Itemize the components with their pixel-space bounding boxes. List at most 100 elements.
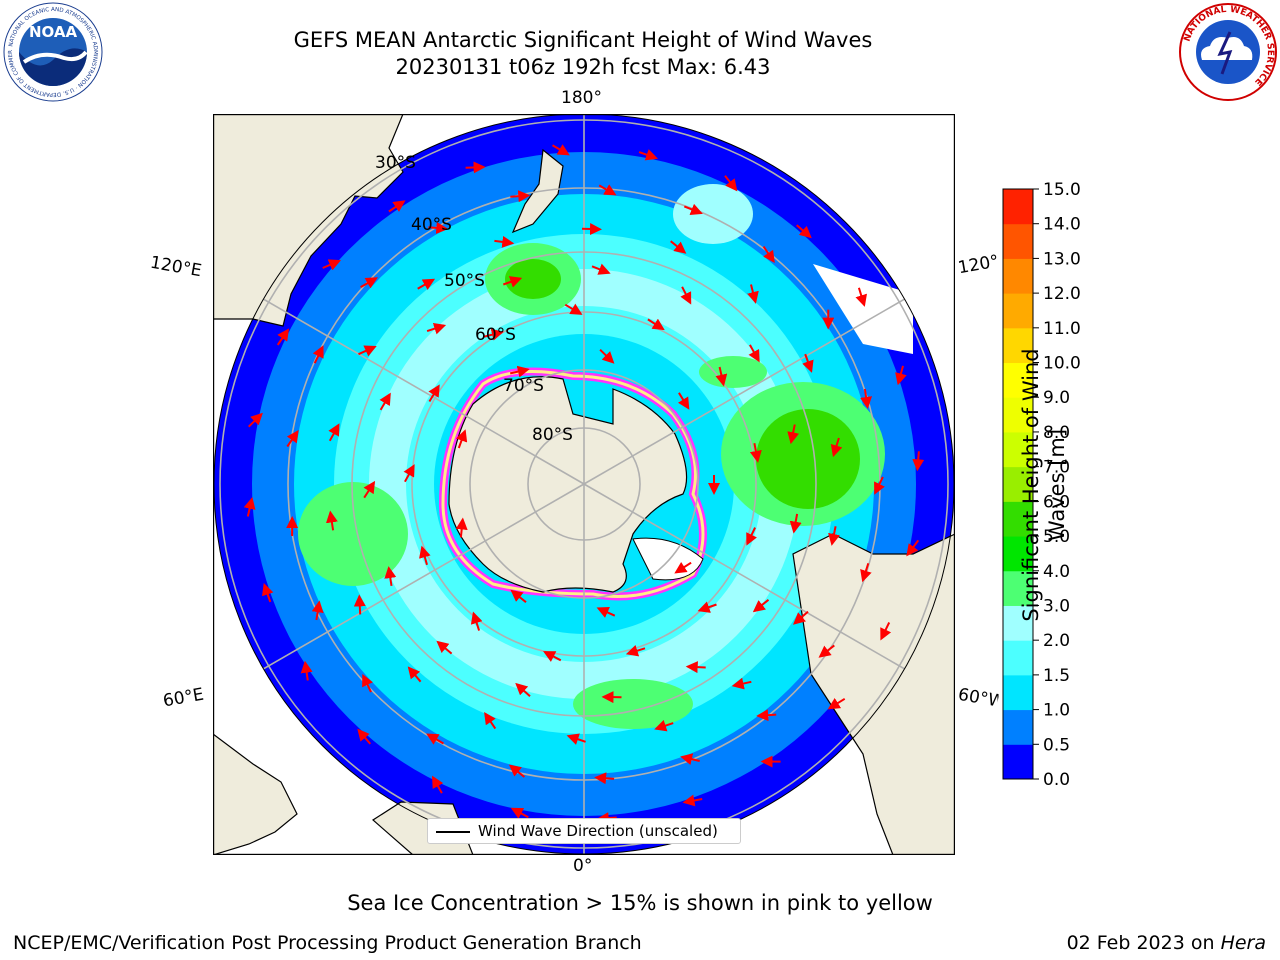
colorbar-swatch: [1003, 605, 1033, 641]
wind-wave-arrow: [407, 666, 422, 683]
wind-wave-arrow: [599, 348, 615, 364]
colorbar-swatch: [1003, 466, 1033, 502]
wind-wave-arrow: [543, 651, 562, 662]
wind-wave-arrow: [895, 365, 907, 386]
colorbar-label: Significant Height of Wind Waves [m]: [1019, 348, 1069, 622]
chart-title: GEFS MEAN Antarctic Significant Height o…: [293, 28, 873, 52]
colorbar-tick-label: 4.0: [1043, 562, 1070, 582]
wind-wave-arrow: [756, 709, 777, 722]
wind-wave-arrow: [363, 480, 376, 499]
wind-wave-arrow: [360, 277, 378, 289]
colorbar-tick-label: 0.0: [1043, 770, 1070, 790]
wind-wave-arrow: [912, 451, 925, 472]
wind-wave-arrow: [647, 318, 665, 331]
wind-wave-arrow: [300, 660, 313, 681]
wind-wave-arrow: [455, 429, 468, 449]
lat-label-50s: 50°S: [444, 271, 485, 291]
wind-wave-arrow: [311, 600, 324, 621]
wind-wave-arrow: [384, 566, 397, 587]
colorbar-tick-label: 7.0: [1043, 458, 1070, 478]
colorbar-swatch: [1003, 709, 1033, 745]
wind-wave-arrow: [682, 794, 703, 807]
wind-wave-arrow: [436, 640, 453, 655]
wind-wave-arrow: [591, 263, 611, 275]
lon-label-0: 0°: [573, 856, 593, 876]
colorbar-swatch: [1003, 501, 1033, 537]
wind-wave-arrow: [796, 224, 812, 239]
wind-wave-arrow: [697, 601, 717, 613]
colorbar-tick-label: 3.0: [1043, 596, 1070, 616]
wind-wave-arrow: [792, 610, 809, 625]
lon-label-120e: 120°E: [148, 252, 204, 282]
wind-wave-arrow: [762, 245, 775, 264]
wind-wave-arrow: [247, 412, 263, 428]
colorbar-tick-label: 6.0: [1043, 492, 1070, 512]
wind-wave-arrow: [322, 259, 342, 271]
wind-wave-arrow: [638, 149, 658, 161]
colorbar-tick-label: 14.0: [1043, 215, 1081, 235]
wind-wave-arrow: [874, 476, 885, 495]
wind-wave-arrow: [508, 764, 526, 778]
wind-wave-arrow: [515, 682, 531, 698]
wind-wave-arrow: [855, 287, 867, 307]
wind-wave-arrow: [312, 345, 324, 364]
wind-wave-arrow: [625, 644, 646, 657]
wind-wave-arrow: [426, 733, 444, 745]
wind-wave-arrow: [357, 728, 372, 745]
nws-logo: NATIONAL WEATHER SERVICE: [1179, 3, 1277, 101]
colorbar-tick-label: 13.0: [1043, 249, 1081, 269]
wind-wave-arrow: [432, 775, 444, 794]
lat-label-40s: 40°S: [411, 215, 452, 235]
wind-wave-arrow: [860, 388, 873, 409]
legend-label: Wind Wave Direction (unscaled): [478, 822, 718, 840]
wind-wave-arrow: [325, 510, 338, 531]
wind-wave-arrow: [509, 365, 530, 378]
sea-ice-caption: Sea Ice Concentration > 15% is shown in …: [347, 891, 933, 915]
colorbar-swatch: [1003, 640, 1033, 676]
wind-wave-arrow: [677, 392, 690, 410]
lat-label-60s: 60°S: [475, 325, 516, 345]
wind-wave-arrow: [276, 328, 290, 346]
colorbar-tick-label: 15.0: [1043, 180, 1081, 200]
wind-wave-arrow: [426, 322, 447, 335]
wind-wave-arrow: [674, 561, 692, 574]
noaa-logo: NATIONAL OCEANIC AND ATMOSPHERIC ADMINIS…: [2, 2, 103, 102]
wind-wave-arrow: [789, 513, 802, 534]
colorbar-tick-label: 12.0: [1043, 284, 1081, 304]
wind-wave-arrow: [566, 733, 586, 745]
wind-wave-arrow: [510, 589, 527, 603]
chart-subtitle: 20230131 t06z 192h fcst Max: 6.43: [395, 55, 771, 79]
colorbar-swatch: [1003, 744, 1033, 780]
wind-wave-arrow: [353, 594, 366, 615]
wind-wave-arrow: [830, 437, 843, 458]
footer-date: 02 Feb 2023 on Hera: [1066, 932, 1266, 954]
wind-wave-arrow: [510, 190, 531, 203]
wind-wave-arrow: [428, 384, 440, 403]
polar-map: 30°S 40°S 50°S 60°S 70°S 80°S: [213, 114, 955, 855]
wind-wave-arrow: [752, 599, 770, 613]
footer-branch: NCEP/EMC/Verification Post Processing Pr…: [13, 932, 642, 954]
wind-wave-arrow: [362, 673, 373, 693]
colorbar-tick-label: 9.0: [1043, 388, 1070, 408]
wind-wave-arrow: [880, 622, 892, 641]
wind-wave-arrow: [724, 175, 738, 192]
colorbar-tick-label: 5.0: [1043, 527, 1070, 547]
colorbar-tick-label: 0.5: [1043, 735, 1070, 755]
colorbar-tick-label: 10.0: [1043, 354, 1081, 374]
lon-label-60e: 60°E: [161, 684, 206, 712]
wind-wave-arrow: [828, 526, 840, 546]
lat-label-70s: 70°S: [503, 376, 544, 396]
lon-label-180: 180°: [561, 88, 602, 108]
wind-wave-arrow: [654, 719, 674, 732]
wind-wave-arrow: [286, 430, 299, 448]
wind-wave-arrow: [685, 661, 706, 674]
svg-text:NOAA: NOAA: [29, 23, 78, 41]
wind-wave-arrow: [470, 611, 483, 631]
wind-wave-arrow: [494, 235, 515, 248]
wind-wave-arrow: [465, 161, 486, 174]
colorbar-swatch: [1003, 362, 1033, 398]
colorbar-swatch: [1003, 189, 1033, 225]
wind-wave-arrow: [683, 203, 703, 215]
wind-wave-arrows: [243, 144, 925, 825]
colorbar-swatch: [1003, 327, 1033, 364]
